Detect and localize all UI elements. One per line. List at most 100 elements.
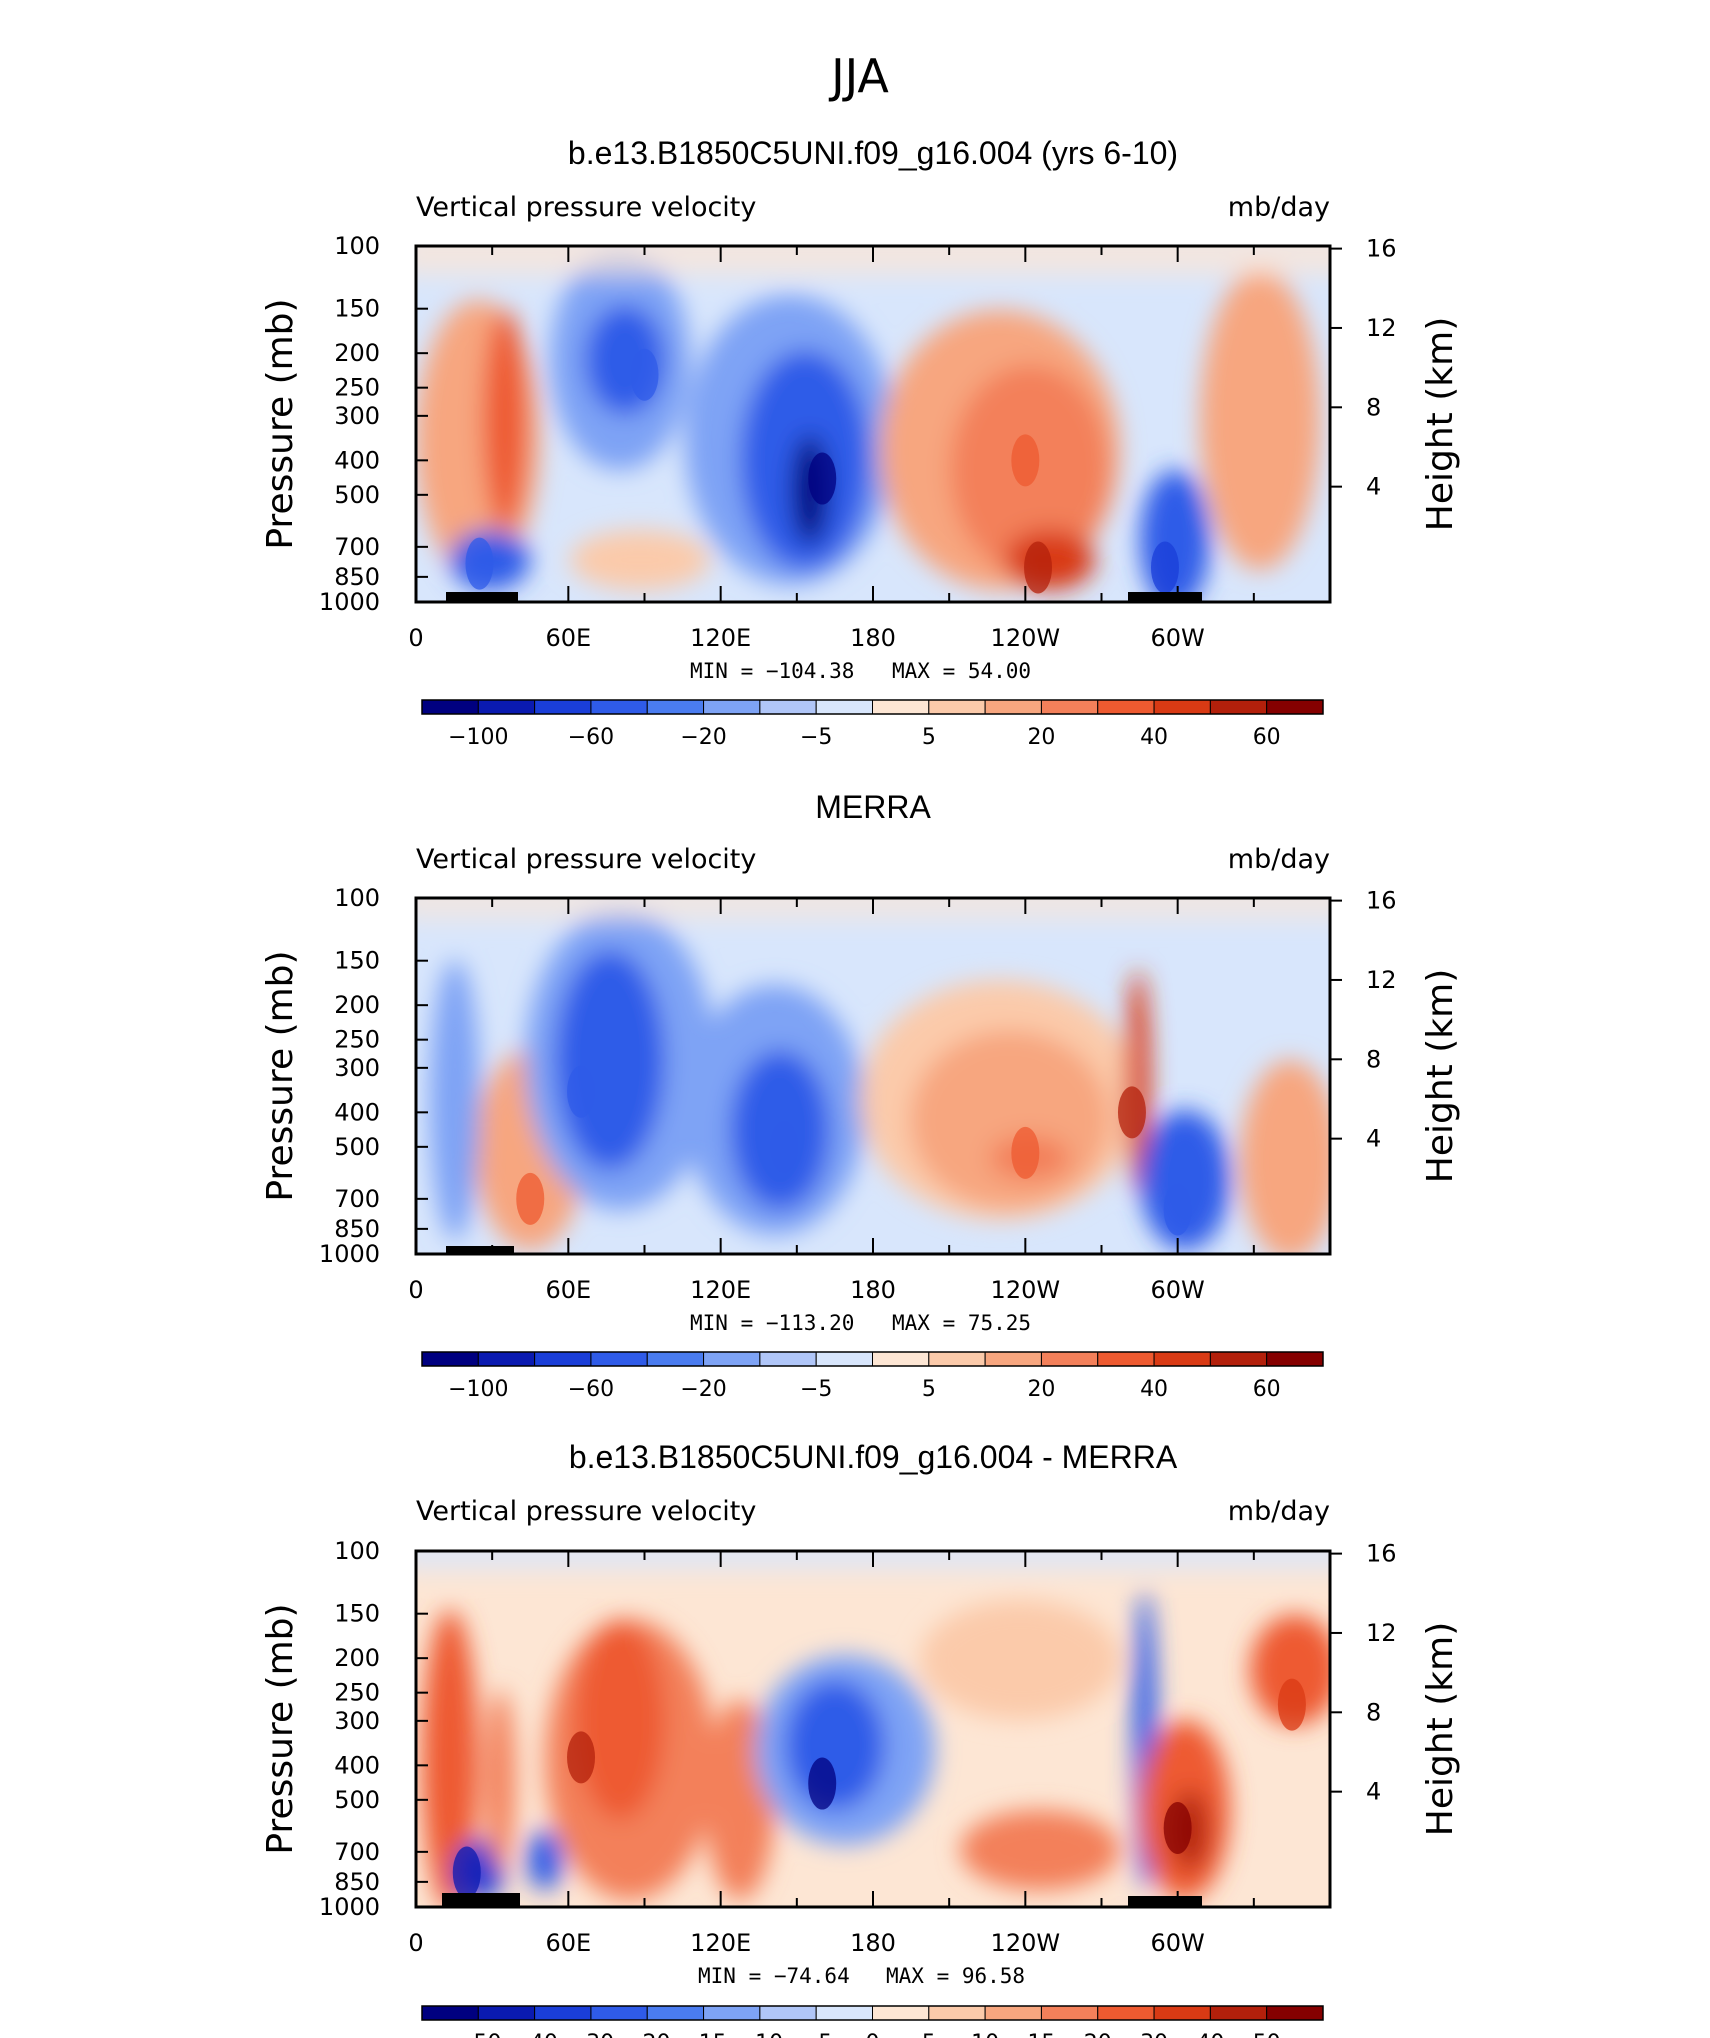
colorbar-label: 50	[1253, 2031, 1281, 2038]
extremum-mark	[1011, 1126, 1040, 1179]
colorbar-swatch	[1153, 1351, 1211, 1367]
panel-1-min-label: MIN = −104.38	[690, 659, 854, 683]
colorbar-swatch	[1266, 1351, 1324, 1367]
colorbar-swatch	[590, 1351, 648, 1367]
panel-2-x-axis: 0 60E 120E 180 120W 60W	[408, 898, 1331, 1304]
colorbar-swatch	[1040, 2005, 1099, 2021]
panel-1-topography	[446, 592, 518, 602]
colorbar-swatch	[646, 2005, 705, 2021]
colorbar-label: −5	[800, 1377, 832, 1402]
x-tick-label: 0	[408, 1276, 423, 1304]
extremum-mark	[630, 348, 659, 401]
colorbar-swatch	[534, 699, 592, 715]
x-tick-label: 60E	[545, 1929, 591, 1957]
colorbar-label: 60	[1253, 725, 1281, 750]
colorbar-swatch	[872, 1351, 930, 1367]
x-tick-label: 60W	[1151, 1929, 1205, 1957]
colorbar-swatch	[421, 699, 479, 715]
colorbar-label: 40	[1196, 2031, 1224, 2038]
colorbar-label: 5	[922, 2031, 936, 2038]
colorbar-frame	[421, 2005, 1324, 2021]
colorbar-swatch	[815, 1351, 873, 1367]
extremum-mark	[567, 1731, 596, 1784]
colorbar-label: 20	[1027, 725, 1055, 750]
y-tick-label: 300	[334, 1707, 380, 1735]
page-title: JJA	[828, 49, 889, 103]
x-tick-label: 120W	[991, 1929, 1061, 1957]
panel-1-x-axis: 0 60E 120E 180 120W 60W	[408, 246, 1331, 652]
panel-1-region-atlantic	[1200, 270, 1320, 570]
y-tick-label: 700	[334, 1185, 380, 1213]
x-tick-label: 180	[850, 1929, 896, 1957]
colorbar-label: 15	[1027, 2031, 1055, 2038]
colorbar-swatch	[534, 1351, 592, 1367]
colorbar-label: 20	[1027, 1377, 1055, 1402]
colorbar-swatch	[815, 699, 873, 715]
x-tick-label: 0	[408, 1929, 423, 1957]
y-tick-label: 300	[334, 402, 380, 430]
colorbar-swatch	[1266, 699, 1324, 715]
y-right-tick-label: 16	[1366, 1540, 1397, 1568]
extremum-mark	[452, 1846, 481, 1899]
panel-3-region-epac	[960, 1810, 1120, 1890]
colorbar-label: −30	[568, 2031, 614, 2038]
extremum-mark	[808, 1757, 837, 1810]
colorbar-swatch	[1097, 699, 1155, 715]
x-tick-label: 60E	[545, 624, 591, 652]
x-tick-label: 0	[408, 624, 423, 652]
colorbar-swatch	[477, 2005, 536, 2021]
colorbar-swatch	[1040, 699, 1099, 715]
panel-2-units-label: mb/day	[1228, 844, 1330, 875]
extremum-mark	[1024, 541, 1053, 594]
y-right-tick-label: 16	[1366, 887, 1397, 915]
colorbar-swatch	[703, 1351, 761, 1367]
x-tick-label: 120E	[690, 1276, 751, 1304]
colorbar-swatch	[815, 2005, 873, 2021]
x-tick-label: 60W	[1151, 624, 1205, 652]
y-tick-label: 150	[334, 1600, 380, 1628]
colorbar-swatch	[590, 2005, 648, 2021]
colorbar-label: 40	[1140, 1377, 1168, 1402]
y-tick-label: 300	[334, 1054, 380, 1082]
colorbar-swatch	[872, 2005, 930, 2021]
colorbar-swatch	[1153, 2005, 1211, 2021]
colorbar-label: −15	[680, 2031, 726, 2038]
colorbar-label: −20	[680, 1377, 726, 1402]
panel-1-units-label: mb/day	[1228, 192, 1330, 223]
y-tick-label: 1000	[319, 1240, 380, 1268]
panel-1-ylabel-right: Height (km)	[1420, 317, 1461, 531]
panel-1-ylabel: Pressure (mb)	[260, 298, 301, 549]
colorbar-swatch	[984, 2005, 1042, 2021]
extremum-mark	[1163, 1183, 1192, 1236]
panel-2-region-africa-low	[430, 960, 480, 1240]
extremum-mark	[1011, 434, 1040, 487]
extremum-mark	[1117, 1086, 1146, 1139]
panel-1-mark-layer	[465, 348, 1179, 594]
colorbar-label: 5	[922, 725, 936, 750]
panel-3-region-africa-rise	[422, 1610, 478, 1907]
extremum-mark	[1150, 541, 1179, 594]
y-tick-label: 200	[334, 339, 380, 367]
colorbar-label: −50	[455, 2031, 501, 2038]
colorbar-swatch	[1209, 2005, 1268, 2021]
extremum-mark	[567, 1065, 596, 1118]
colorbar-swatch	[759, 2005, 817, 2021]
y-right-tick-label: 12	[1366, 314, 1397, 342]
y-tick-label: 100	[334, 884, 380, 912]
colorbar-swatch	[1097, 1351, 1155, 1367]
y-right-tick-label: 8	[1366, 393, 1381, 421]
y-tick-label: 400	[334, 1751, 380, 1779]
x-tick-label: 120E	[690, 624, 751, 652]
y-right-tick-label: 4	[1366, 473, 1381, 501]
colorbar-swatch	[421, 1351, 479, 1367]
panel-2-topography	[446, 1246, 514, 1254]
panel-1-y-right-axis: 16 12 8 4	[1330, 235, 1397, 501]
panel-2-colorbar: −100 −60 −20 −5 5 20 40 60	[421, 1351, 1324, 1402]
panel-3-title: b.e13.B1850C5UNI.f09_g16.004 - MERRA	[569, 1439, 1178, 1475]
colorbar-swatch	[646, 699, 705, 715]
panel-2-max-label: MAX = 75.25	[892, 1311, 1031, 1335]
colorbar-label: 20	[1084, 2031, 1112, 2038]
y-tick-label: 400	[334, 1098, 380, 1126]
colorbar-swatch	[928, 2005, 986, 2021]
